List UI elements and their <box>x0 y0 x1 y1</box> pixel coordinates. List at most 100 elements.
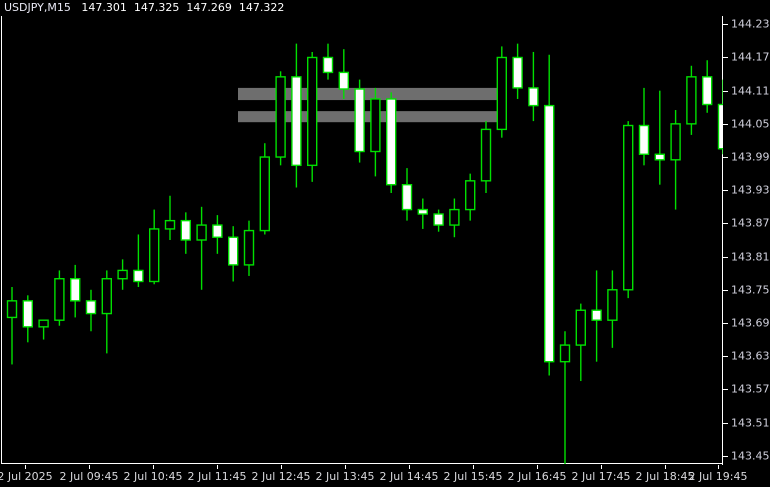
candle-body-bullish <box>117 269 128 280</box>
time-axis-label: 2 Jul 14:45 <box>379 470 439 483</box>
candle-body-bullish <box>480 128 492 182</box>
ohlc-close-value: 147.322 <box>238 1 285 14</box>
candle-body-bearish <box>528 87 539 107</box>
candle <box>686 65 697 135</box>
price-tick <box>723 223 728 225</box>
time-tick <box>473 465 474 469</box>
price-axis[interactable]: 144.235 144.175 144.115 144.055 143.995 143.9… <box>723 16 770 465</box>
candle <box>575 303 586 382</box>
candlestick-svg <box>6 43 723 464</box>
price-tick <box>723 57 728 59</box>
candle-body-bearish <box>591 309 602 321</box>
candle-body-bullish <box>54 278 65 321</box>
candle <box>654 90 665 185</box>
time-tick <box>345 465 346 469</box>
candle-body-bearish <box>433 213 444 226</box>
price-axis-label: 143.455 <box>731 449 770 463</box>
price-tick <box>723 256 728 258</box>
candle-body-bearish <box>180 219 192 241</box>
candle <box>69 264 81 318</box>
price-tick <box>723 322 728 324</box>
candle-body-bullish <box>243 229 255 266</box>
candle-body-bullish <box>148 228 160 283</box>
candle-body-bearish <box>291 76 302 167</box>
candle <box>638 87 650 166</box>
candle-body-bullish <box>307 56 318 167</box>
candle <box>227 226 239 282</box>
time-tick <box>665 465 666 469</box>
price-tick <box>723 289 728 291</box>
candle <box>623 121 634 299</box>
candle-body-bearish <box>227 236 239 266</box>
time-axis-label: 2 Jul 17:45 <box>571 470 631 483</box>
time-tick <box>217 465 218 469</box>
candle-body-bearish <box>401 183 413 211</box>
time-axis-label: 2 Jul 12:45 <box>251 470 311 483</box>
candle-body-bullish <box>559 344 571 363</box>
candle-body-bullish <box>449 208 460 226</box>
price-axis-label: 143.995 <box>731 150 770 164</box>
candle <box>401 168 413 221</box>
price-tick <box>723 455 728 457</box>
candle-body-bearish <box>544 104 555 363</box>
candle-body-bearish <box>717 103 723 150</box>
candle <box>117 259 128 290</box>
candle-body-bearish <box>354 88 365 153</box>
candle-body-bullish <box>575 309 586 346</box>
price-axis-label: 143.635 <box>731 349 770 363</box>
candle-body-bearish <box>85 300 97 315</box>
candle <box>307 51 318 182</box>
price-axis-label: 143.575 <box>731 382 770 396</box>
candle-body-bullish <box>370 98 381 153</box>
candle <box>38 319 49 340</box>
time-tick <box>89 465 90 469</box>
candle <box>338 49 349 99</box>
candle <box>591 270 602 362</box>
time-tick <box>718 465 719 469</box>
ohlc-low-value: 147.269 <box>186 1 232 14</box>
time-axis-label: 2 Jul 19:45 <box>688 470 748 483</box>
lower-supply-zone[interactable] <box>238 111 500 123</box>
candle <box>717 79 723 155</box>
candle <box>133 234 144 288</box>
time-tick <box>153 465 154 469</box>
candle <box>465 173 476 221</box>
price-axis-label: 144.175 <box>731 50 770 64</box>
price-axis-label: 144.115 <box>731 84 770 98</box>
time-axis[interactable]: 2 Jul 2025 2 Jul 09:45 2 Jul 10:45 2 Jul 11… <box>0 465 770 487</box>
time-axis-label: 2 Jul 09:45 <box>59 470 119 483</box>
price-axis-label: 143.815 <box>731 250 770 264</box>
candle <box>354 79 365 163</box>
price-axis-label: 143.875 <box>731 216 770 230</box>
price-tick <box>723 90 728 92</box>
candle <box>243 220 255 276</box>
candle <box>22 295 33 343</box>
price-tick <box>723 389 728 391</box>
price-tick <box>723 356 728 358</box>
time-axis-label: 2 Jul 10:45 <box>123 470 183 483</box>
upper-supply-zone[interactable] <box>238 87 500 101</box>
candle-body-bullish <box>496 56 507 131</box>
candle <box>670 110 681 210</box>
candle <box>386 92 397 193</box>
price-axis-label: 144.235 <box>731 17 770 31</box>
candle-body-bullish <box>259 156 270 232</box>
price-tick <box>723 24 728 26</box>
candle <box>196 206 207 290</box>
candlestick-plot-area[interactable] <box>2 16 723 464</box>
price-axis-label: 143.755 <box>731 283 770 297</box>
candle-body-bearish <box>638 124 650 155</box>
time-tick <box>601 465 602 469</box>
candle <box>480 121 492 193</box>
candle-body-bullish <box>686 76 697 125</box>
ohlc-open-value: 147.301 <box>81 1 127 14</box>
time-axis-label: 2 Jul 16:45 <box>507 470 567 483</box>
candle <box>180 212 192 254</box>
candle <box>496 46 507 138</box>
time-tick <box>25 465 26 469</box>
time-axis-label: 2 Jul 11:45 <box>187 470 247 483</box>
candle-body-bullish <box>275 76 286 158</box>
candle <box>291 43 302 188</box>
price-tick <box>723 157 728 159</box>
candle <box>212 215 223 254</box>
